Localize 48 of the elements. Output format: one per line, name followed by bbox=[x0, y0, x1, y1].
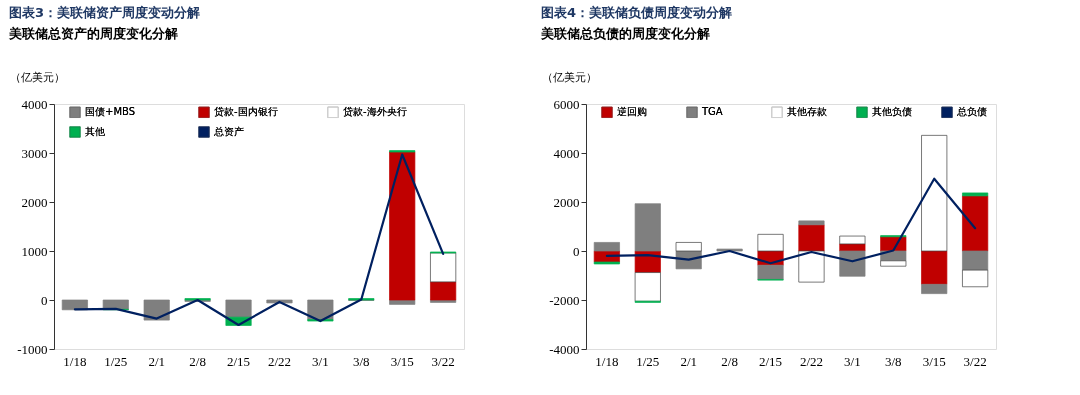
y-axis-title: （亿美元） bbox=[541, 70, 597, 84]
y-axis-title: （亿美元） bbox=[9, 70, 65, 84]
x-tick-label: 1/25 bbox=[636, 353, 660, 369]
x-tick-label: 2/8 bbox=[721, 353, 738, 369]
legend-label: 贷款-国内银行 bbox=[214, 106, 278, 118]
x-tick-label: 2/22 bbox=[799, 353, 824, 369]
y-tick-label: -4000 bbox=[549, 341, 580, 357]
legend-label: 国债+MBS bbox=[85, 106, 136, 118]
y-tick-label: 4000 bbox=[21, 96, 48, 112]
chart-title: 图表3：美联储资产周度变动分解 bbox=[9, 5, 201, 20]
y-tick-label: 0 bbox=[41, 292, 48, 308]
y-tick-label: 1000 bbox=[21, 243, 48, 259]
legend-label: TGA bbox=[701, 106, 723, 118]
chart-subtitle: 美联储总负债的周度变化分解 bbox=[540, 26, 710, 41]
legend-label: 总负债 bbox=[956, 106, 987, 118]
chart-title: 图表4：美联储负债周度变动分解 bbox=[541, 5, 733, 20]
legend-label: 总资产 bbox=[213, 126, 244, 137]
x-tick-label: 2/15 bbox=[758, 353, 783, 369]
x-tick-label: 3/1 bbox=[312, 353, 329, 369]
x-tick-label: 2/8 bbox=[189, 353, 206, 369]
y-tick-label: -2000 bbox=[549, 292, 580, 308]
x-tick-label: 1/18 bbox=[595, 353, 619, 369]
x-tick-label: 2/22 bbox=[267, 353, 292, 369]
x-tick-label: 3/22 bbox=[963, 353, 987, 369]
y-tick-label: 4000 bbox=[553, 145, 580, 161]
x-tick-label: 3/15 bbox=[922, 353, 946, 369]
y-tick-label: 6000 bbox=[553, 96, 580, 112]
x-tick-label: 1/25 bbox=[104, 353, 128, 369]
y-tick-label: -1000 bbox=[17, 341, 48, 357]
y-tick-label: 0 bbox=[573, 243, 580, 259]
x-tick-label: 3/8 bbox=[352, 353, 370, 369]
legend-label: 其他负债 bbox=[872, 106, 912, 118]
x-tick-label: 3/8 bbox=[884, 353, 902, 369]
legend-label: 其他存款 bbox=[787, 106, 827, 118]
y-tick-label: 2000 bbox=[553, 194, 580, 210]
legend-label: 逆回购 bbox=[617, 106, 647, 118]
legend-label: 其他 bbox=[85, 126, 105, 137]
x-tick-label: 2/15 bbox=[226, 353, 251, 369]
x-tick-label: 2/1 bbox=[680, 353, 698, 369]
x-tick-label: 1/18 bbox=[63, 353, 87, 369]
y-tick-label: 3000 bbox=[21, 145, 48, 161]
chart-subtitle: 美联储总资产的周度变化分解 bbox=[8, 26, 178, 41]
x-tick-label: 2/1 bbox=[148, 353, 166, 369]
y-tick-label: 2000 bbox=[21, 194, 48, 210]
x-tick-label: 3/1 bbox=[844, 353, 861, 369]
x-tick-label: 3/15 bbox=[390, 353, 414, 369]
legend-label: 贷款-海外央行 bbox=[343, 106, 407, 118]
x-tick-label: 3/22 bbox=[431, 353, 455, 369]
